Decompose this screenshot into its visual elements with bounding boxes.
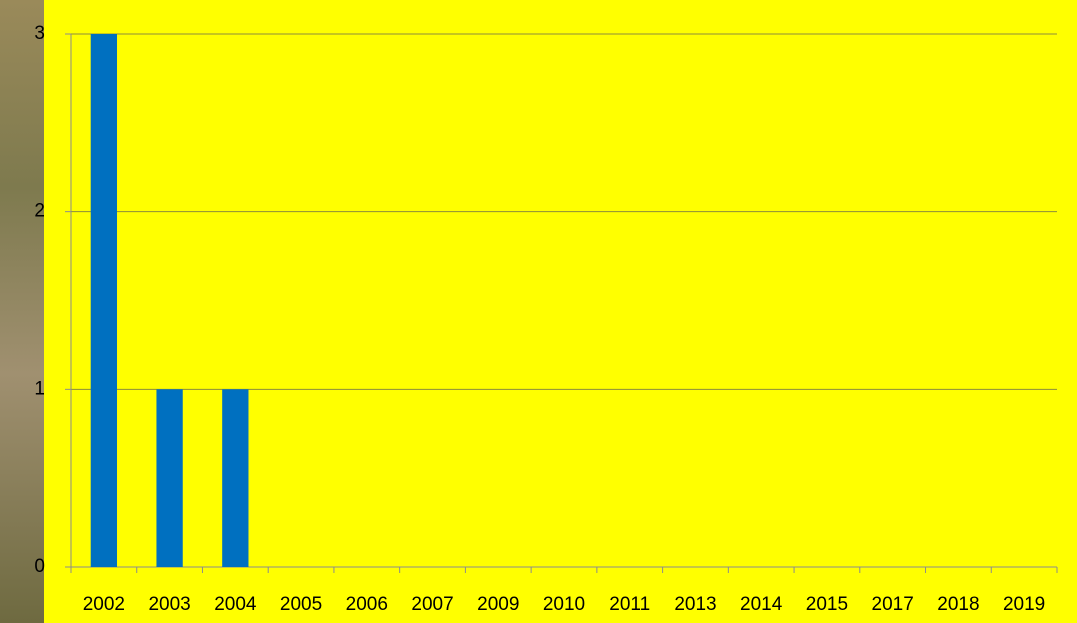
y-tick-label: 1 bbox=[34, 378, 45, 399]
x-tick-label: 2011 bbox=[609, 594, 650, 615]
chart: 0 1 2 3 2002 2003 2004 2005 2006 2007 2009 2010 2011… bbox=[0, 0, 1077, 623]
bar bbox=[91, 34, 117, 567]
x-tick-label: 2013 bbox=[674, 594, 716, 615]
x-tick-label: 2009 bbox=[477, 594, 519, 615]
x-tick-label: 2018 bbox=[937, 594, 979, 615]
x-tick-label: 2003 bbox=[148, 594, 190, 615]
x-tick-label: 2002 bbox=[83, 594, 125, 615]
y-tick-label: 0 bbox=[34, 556, 45, 577]
x-tick-label: 2010 bbox=[543, 594, 585, 615]
x-tick-label: 2005 bbox=[280, 594, 322, 615]
x-tick-label: 2007 bbox=[411, 594, 453, 615]
x-tick-label: 2019 bbox=[1003, 594, 1045, 615]
bar bbox=[222, 389, 248, 567]
bar bbox=[156, 389, 182, 567]
x-tick-label: 2004 bbox=[214, 594, 257, 615]
x-tick-label: 2015 bbox=[806, 594, 848, 615]
x-tick-label: 2017 bbox=[872, 594, 914, 615]
x-tick-label: 2006 bbox=[346, 594, 388, 615]
y-tick-label: 2 bbox=[34, 201, 45, 222]
y-tick-label: 3 bbox=[34, 23, 45, 44]
x-tick-label: 2014 bbox=[740, 594, 783, 615]
photo-strip bbox=[0, 0, 44, 623]
